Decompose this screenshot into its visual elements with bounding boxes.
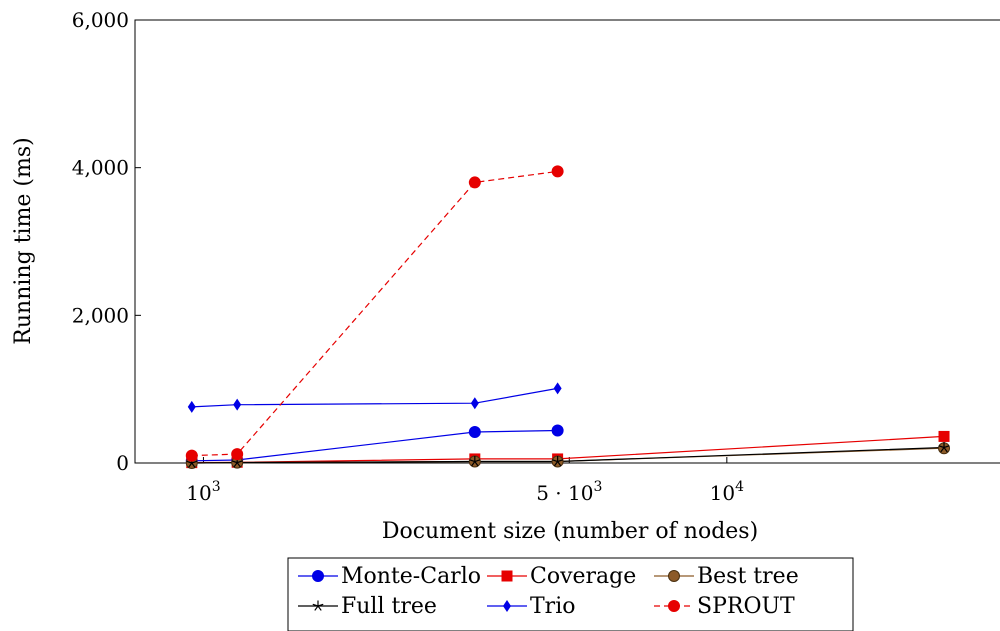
legend-item-sprout: SPROUT [654,594,795,619]
legend-marker [668,570,680,582]
data-point-coverage [938,430,950,442]
series-line-coverage [191,435,945,464]
y-tick-label: 2,000 [72,303,129,327]
series-line-full-tree [191,446,945,464]
legend-item-best-tree: Best tree [654,564,799,589]
legend-label: Best tree [697,564,799,589]
legend-marker [668,600,680,612]
y-tick-label: 6,000 [72,8,129,32]
legend: Monte-Carlo Coverage Best tree Full tree Tri… [287,557,854,631]
data-point-full-tree [938,441,950,453]
data-point-trio [470,397,479,410]
x-tick-label: 5 · 103 [536,479,602,505]
data-point-monte-carlo [551,424,564,437]
plot-area [134,19,1000,464]
legend-marker [501,570,513,582]
y-axis-label: Running time (ms) [11,137,36,344]
legend-item-full-tree: Full tree [298,594,437,619]
series-lines [191,170,945,464]
data-point-full-tree [469,456,481,467]
data-point-full-tree [552,456,564,467]
data-point-sprout [185,449,198,462]
legend-item-trio: Trio [487,594,575,619]
legend-marker [312,600,324,611]
legend-label: Monte-Carlo [341,564,481,589]
data-point-trio [553,382,562,395]
data-point-trio [233,398,242,411]
legend-label: SPROUT [697,594,795,619]
legend-marker [312,570,324,582]
legend-label: Coverage [530,564,636,589]
data-point-trio [187,400,196,413]
x-tick-label: 103 [186,479,220,505]
series-line-trio [191,387,558,408]
x-axis-label: Document size (number of nodes) [382,519,758,544]
legend-box [287,557,854,631]
x-axis: 103 5 · 103 104 [186,457,744,505]
y-tick-label: 0 [116,451,129,475]
y-tick-label: 4,000 [72,156,129,180]
legend-marker [503,600,511,612]
series-line-sprout [191,170,558,457]
y-axis: 0 2,000 4,000 6,000 [72,8,141,475]
data-point-sprout [551,165,564,178]
data-point-sprout [231,448,244,461]
legend-item-monte-carlo: Monte-Carlo [298,564,481,589]
legend-label: Full tree [341,594,437,619]
series-markers [185,165,951,469]
data-point-sprout [468,176,481,189]
data-point-monte-carlo [468,425,481,438]
x-tick-label: 104 [710,479,744,505]
series-line-monte-carlo [191,429,558,462]
legend-item-coverage: Coverage [487,564,636,589]
legend-label: Trio [530,594,575,619]
